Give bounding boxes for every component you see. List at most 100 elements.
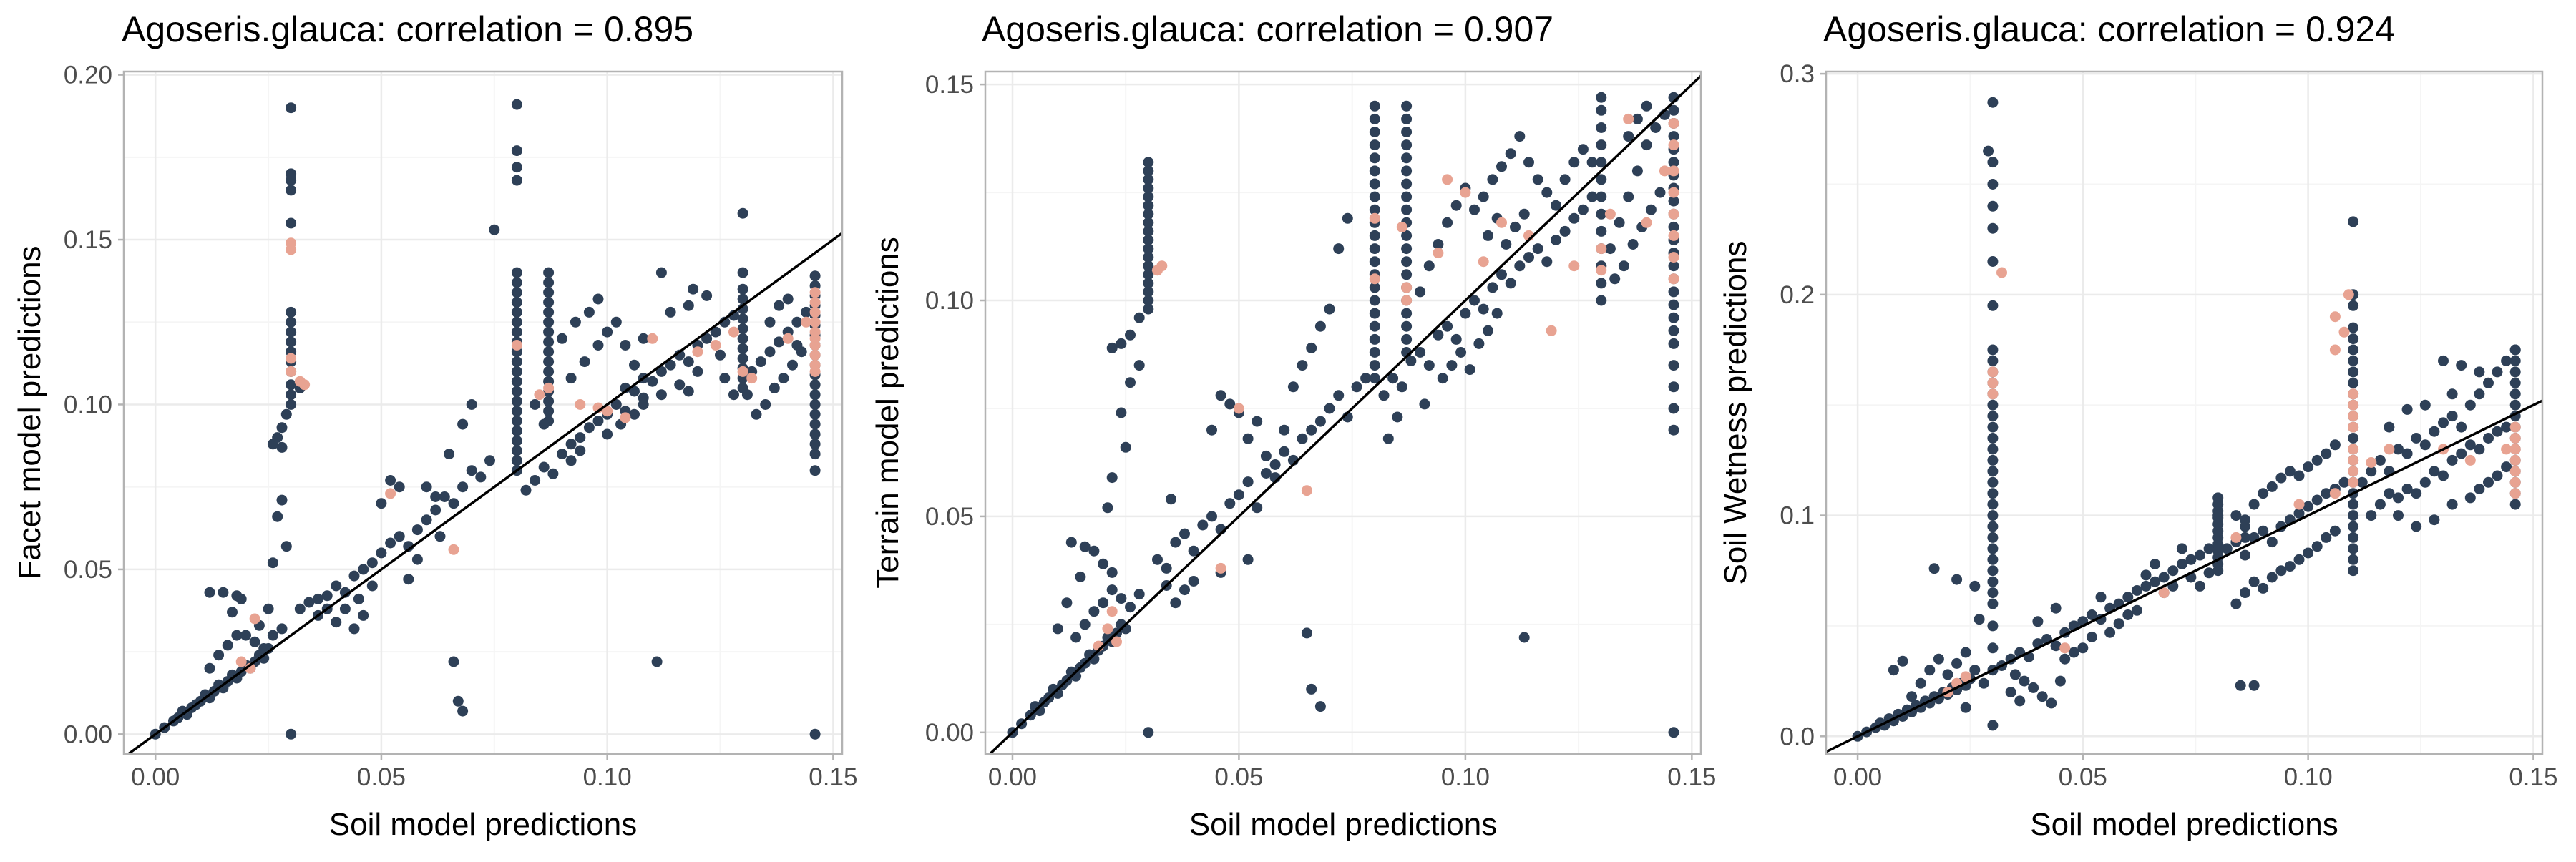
data-point-highlight [249, 613, 260, 625]
data-point [543, 316, 555, 328]
data-point [583, 306, 595, 318]
data-point [2311, 494, 2323, 506]
data-point [665, 306, 676, 318]
data-point [1987, 411, 1999, 422]
data-point [796, 346, 807, 358]
data-point [2329, 525, 2341, 537]
y-axis-label: Soil Wetness predictions [1718, 241, 1753, 585]
data-point [1102, 502, 1113, 514]
data-point [403, 574, 414, 585]
data-point [2366, 466, 2377, 477]
data-point [411, 524, 423, 536]
data-point [1491, 308, 1503, 319]
data-point [2113, 618, 2124, 630]
data-point [1369, 100, 1380, 112]
data-point [1369, 360, 1380, 371]
data-point [321, 590, 333, 602]
data-point-highlight [1233, 403, 1244, 414]
data-point [760, 399, 771, 410]
data-point [737, 207, 748, 219]
data-point [385, 475, 396, 486]
data-point [737, 343, 748, 354]
data-point [1125, 602, 1136, 613]
data-point [2240, 587, 2250, 599]
data-point [2140, 580, 2152, 592]
data-point [629, 408, 640, 420]
data-point [547, 468, 559, 479]
data-point [2086, 631, 2097, 642]
data-point [331, 580, 342, 592]
data-point [286, 326, 297, 338]
data-point [1668, 403, 1679, 414]
data-point [809, 439, 821, 450]
data-point [809, 449, 821, 460]
data-point [2167, 565, 2179, 577]
data-point [737, 267, 748, 278]
data-point-highlight [1215, 562, 1226, 574]
data-point [434, 531, 446, 542]
data-point [2275, 565, 2287, 577]
data-point [280, 541, 292, 552]
data-point [638, 399, 649, 410]
data-point [674, 379, 686, 391]
data-point [2248, 576, 2260, 587]
data-point-highlight [1460, 187, 1471, 198]
data-point [1478, 191, 1489, 202]
data-point [1297, 433, 1308, 444]
data-point [1152, 554, 1163, 565]
data-point [737, 323, 748, 334]
data-point [1369, 191, 1380, 202]
data-point [1143, 295, 1154, 306]
data-point [2293, 554, 2305, 565]
data-point [2501, 421, 2512, 433]
data-point [348, 623, 360, 635]
data-point [2348, 322, 2359, 333]
data-point [457, 705, 469, 717]
data-point [1143, 174, 1154, 185]
data-point [1450, 200, 1462, 211]
data-point [787, 359, 798, 371]
chart-title: Agoseris.glauca: correlation = 0.907 [982, 9, 1553, 49]
data-point [1469, 204, 1480, 215]
data-point [2501, 355, 2512, 366]
data-point [1333, 390, 1345, 401]
y-tick-label: 0.2 [1780, 281, 1815, 309]
data-point [2036, 691, 2048, 702]
data-point [1133, 360, 1145, 371]
data-point [2474, 484, 2485, 494]
data-point [1206, 511, 1217, 522]
data-point [1415, 347, 1426, 358]
reference-line [127, 232, 844, 755]
data-point-highlight [2348, 476, 2359, 488]
data-point-highlight [1546, 325, 1557, 336]
data-point [1252, 416, 1263, 427]
data-point [1614, 217, 1625, 228]
data-point [1987, 344, 1999, 356]
data-point [1369, 113, 1380, 124]
data-point-highlight [809, 359, 821, 371]
data-point [394, 531, 405, 542]
data-point-highlight [1668, 208, 1679, 220]
data-point [1433, 329, 1444, 341]
data-point-highlight [2293, 499, 2305, 510]
y-tick-label: 0.15 [925, 71, 974, 99]
data-point [719, 373, 731, 384]
data-point [1987, 421, 1999, 433]
data-point [2303, 547, 2314, 559]
data-point-highlight [2158, 587, 2170, 599]
data-point-highlight [1106, 606, 1118, 617]
data-point [1983, 145, 1994, 157]
y-tick-label: 0.10 [64, 391, 112, 418]
data-point-highlight [286, 366, 297, 377]
data-point-highlight [1401, 295, 1413, 306]
data-point [1143, 243, 1154, 255]
data-point [592, 416, 604, 426]
data-point [1987, 476, 1999, 488]
data-point [782, 293, 794, 305]
data-point [1987, 576, 1999, 587]
data-point [1987, 256, 1999, 267]
data-point-highlight [2348, 454, 2359, 466]
data-point [692, 366, 703, 377]
data-point [1951, 574, 1963, 585]
data-point [2348, 344, 2359, 356]
